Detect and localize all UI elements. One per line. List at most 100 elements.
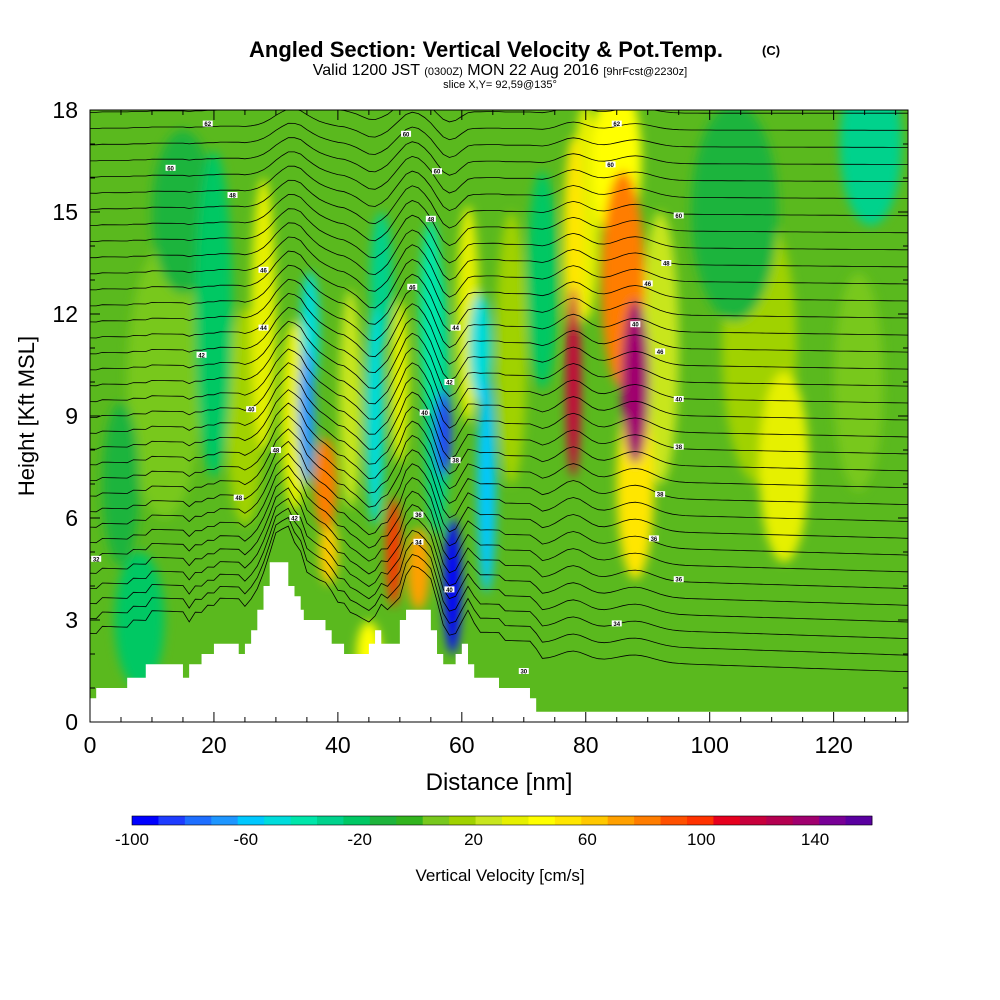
isentrope-label-text: 60 (607, 163, 614, 169)
colorbar-swatch (687, 816, 714, 825)
isentrope-label-text: 38 (675, 445, 682, 451)
isentrope-label: 46 (407, 283, 418, 291)
colorbar-tick-label: -100 (115, 830, 149, 849)
isentrope-label-text: 46 (657, 350, 664, 356)
isentrope-label-bg (246, 406, 257, 413)
velocity-field (102, 110, 902, 688)
isentrope-label: 40 (246, 406, 257, 414)
velocity-cell (563, 137, 584, 355)
isentrope-label-bg (673, 396, 684, 402)
isentrope-label-bg (196, 351, 207, 358)
colorbar-swatch (449, 816, 476, 825)
colorbar-swatch (264, 816, 291, 825)
isentrope-label-bg (407, 283, 418, 290)
colorbar-swatch (396, 816, 424, 825)
colorbar-swatch (237, 816, 265, 825)
isentrope-label-bg (419, 409, 430, 416)
isentrope-line (90, 306, 908, 381)
y-tick-label: 9 (65, 403, 78, 429)
isentrope-label-bg (432, 168, 443, 175)
velocity-cell (839, 110, 902, 226)
isentrope-line (90, 428, 908, 522)
colorbar-swatch (290, 816, 318, 825)
isentrope-label: 60 (401, 130, 412, 138)
chart-title: Angled Section: Vertical Velocity & Pot.… (249, 37, 723, 62)
isentrope-label-bg (91, 555, 102, 562)
x-tick-label: 40 (325, 732, 351, 758)
isentrope-label-bg (611, 620, 622, 627)
isentrope-label-text: 36 (675, 578, 682, 584)
isentrope-label-bg (227, 192, 238, 198)
y-tick-label: 15 (52, 199, 78, 225)
isentrope-line (90, 525, 908, 673)
isentrope-label-text: 42 (198, 353, 205, 359)
isentrope-label-text: 34 (613, 622, 620, 628)
isentrope-line (90, 415, 908, 505)
velocity-cell (127, 246, 202, 518)
isentrope-line (90, 334, 908, 413)
colorbar-swatch (554, 816, 582, 825)
plot-area: 62 60 62 60 60 60 48 48 60 48 46 46 46 44 44 40 42 46 42 40… (90, 110, 908, 722)
isentrope-label-bg (444, 379, 455, 385)
isentrope-label-bg (202, 120, 213, 127)
colorbar-frame (131, 815, 873, 826)
isentrope-label-text: 48 (663, 262, 670, 268)
colorbar (131, 815, 873, 826)
velocity-cell (298, 348, 315, 484)
velocity-cell (526, 171, 558, 389)
isentrope-label: 42 (196, 351, 207, 359)
isentrope-label-bg (450, 324, 461, 331)
velocity-cell (195, 150, 233, 478)
isentrope-label-bg (648, 535, 659, 542)
colorbar-swatch (660, 816, 688, 825)
colorbar-swatch (792, 816, 820, 825)
x-tick-label: 100 (691, 732, 729, 758)
velocity-cell (691, 110, 778, 321)
isentrope-line (90, 362, 908, 445)
y-tick-label: 3 (65, 607, 78, 633)
isentrope-label: 34 (413, 538, 424, 546)
isentrope-label-text: 60 (403, 132, 410, 138)
isentrope-label-text: 30 (520, 670, 527, 676)
x-tick-label: 0 (84, 732, 97, 758)
velocity-cell (251, 178, 276, 450)
isentrope-label-bg (661, 260, 672, 266)
isentrope-label-text: 36 (415, 513, 422, 519)
velocity-cell (469, 293, 492, 403)
isentrope-label-bg (233, 494, 244, 501)
isentrope-label-bg (611, 120, 622, 127)
isentrope-label: 42 (444, 379, 455, 387)
velocity-cell (565, 286, 581, 478)
velocity-cell (339, 290, 362, 508)
colorbar-swatch (739, 816, 767, 825)
subtitle-zulu: (0300Z) (424, 66, 463, 78)
isentrope-label-bg (270, 447, 281, 453)
isentrope-label-text: 60 (434, 170, 441, 176)
isentrope-lines (90, 110, 908, 673)
isentrope-line (90, 389, 908, 475)
colorbar-swatch (634, 816, 661, 825)
isentrope-label-text: 32 (93, 557, 100, 563)
isentrope-label-bg (413, 511, 424, 518)
isentrope-label-text: 34 (415, 540, 422, 546)
isentrope-label: 46 (258, 266, 269, 274)
isentrope-label-bg (450, 457, 461, 464)
isentrope-labels: 62 60 62 60 60 60 48 48 60 48 46 46 46 44 44 40 42 46 42 40… (91, 120, 684, 676)
isentrope-line (90, 278, 908, 349)
isentrope-label-bg (401, 130, 412, 137)
colorbar-swatch (211, 816, 239, 825)
velocity-cell (833, 273, 884, 491)
colorbar-tick-label: 60 (578, 830, 597, 849)
isentrope-label-text: 48 (229, 194, 236, 200)
isentrope-label-text: 46 (260, 268, 267, 274)
colorbar-tick-label: 140 (801, 830, 829, 849)
y-tick-label: 0 (65, 709, 78, 735)
isentrope-label: 40 (444, 586, 455, 594)
velocity-cell (365, 307, 385, 525)
colorbar-swatch (502, 816, 529, 825)
velocity-cell (314, 437, 337, 531)
subtitle-date: MON 22 Aug 2016 (467, 62, 599, 79)
colorbar-swatch (819, 816, 846, 825)
isentrope-label: 60 (432, 168, 443, 176)
